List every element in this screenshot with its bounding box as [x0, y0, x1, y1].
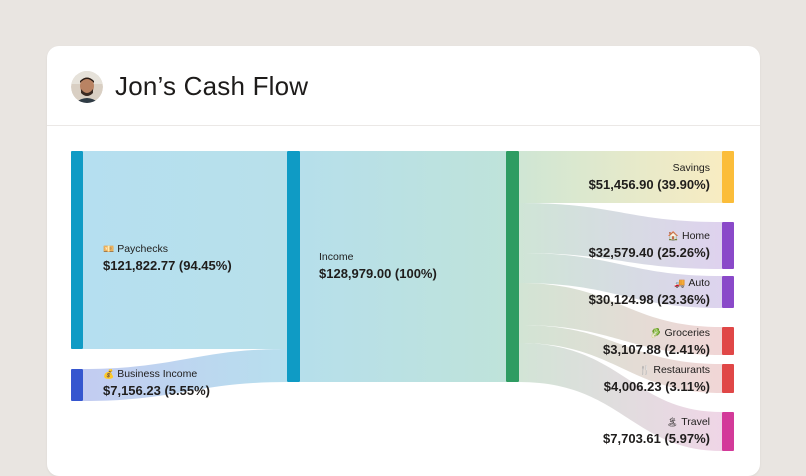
node-label-home: 🏠 Home $32,579.40 (25.26%): [588, 230, 710, 260]
money-icon: 💴: [103, 244, 115, 254]
house-icon: 🏠: [667, 231, 679, 241]
node-bar-restaurants: [722, 364, 734, 393]
node-label-business: 💰 Business Income $7,156.23 (5.55%): [103, 368, 210, 398]
card-header: Jon’s Cash Flow: [47, 46, 760, 126]
node-label-auto: 🚚 Auto $30,124.98 (23.36%): [588, 277, 710, 307]
page-title: Jon’s Cash Flow: [115, 71, 309, 101]
flow-savings: [519, 151, 722, 203]
node-label-paychecks: 💴 Paychecks $121,822.77 (94.45%): [103, 243, 232, 273]
lettuce-icon: 🥬: [650, 328, 662, 338]
node-bar-auto: [722, 276, 734, 308]
avatar: [71, 71, 103, 103]
flow-travel: [519, 343, 722, 451]
node-label-savings: Savings $51,456.90 (39.90%): [588, 162, 710, 192]
node-bar-spending: [506, 151, 519, 382]
node-label-restaurants: 🍴 Restaurants $4,006.23 (3.11%): [603, 364, 710, 394]
truck-icon: 🚚: [674, 278, 686, 288]
node-label-income: Income $128,979.00 (100%): [319, 251, 437, 281]
flow-home: [519, 203, 722, 269]
node-label-travel: 🏝 Travel $7,703.61 (5.97%): [603, 416, 710, 446]
node-bar-home: [722, 222, 734, 269]
node-label-groceries: 🥬 Groceries $3,107.88 (2.41%): [603, 327, 710, 357]
node-bar-income: [287, 151, 300, 382]
node-bar-travel: [722, 412, 734, 451]
moneybag-icon: 💰: [103, 369, 115, 379]
flow-business-income: [83, 349, 287, 401]
sankey-chart: [71, 151, 734, 451]
node-bar-business: [71, 369, 83, 401]
node-bar-groceries: [722, 327, 734, 355]
node-bar-savings: [722, 151, 734, 203]
flow-auto: [519, 253, 722, 308]
flow-income-spending: [300, 151, 506, 382]
flow-paychecks-income: [83, 151, 287, 349]
fork-knife-icon: 🍴: [639, 365, 651, 375]
island-icon: 🏝: [666, 417, 679, 427]
cash-flow-card: Jon’s Cash Flow: [47, 46, 760, 476]
node-bar-paychecks: [71, 151, 83, 349]
flow-restaurants: [519, 325, 722, 393]
flow-groceries: [519, 283, 722, 355]
